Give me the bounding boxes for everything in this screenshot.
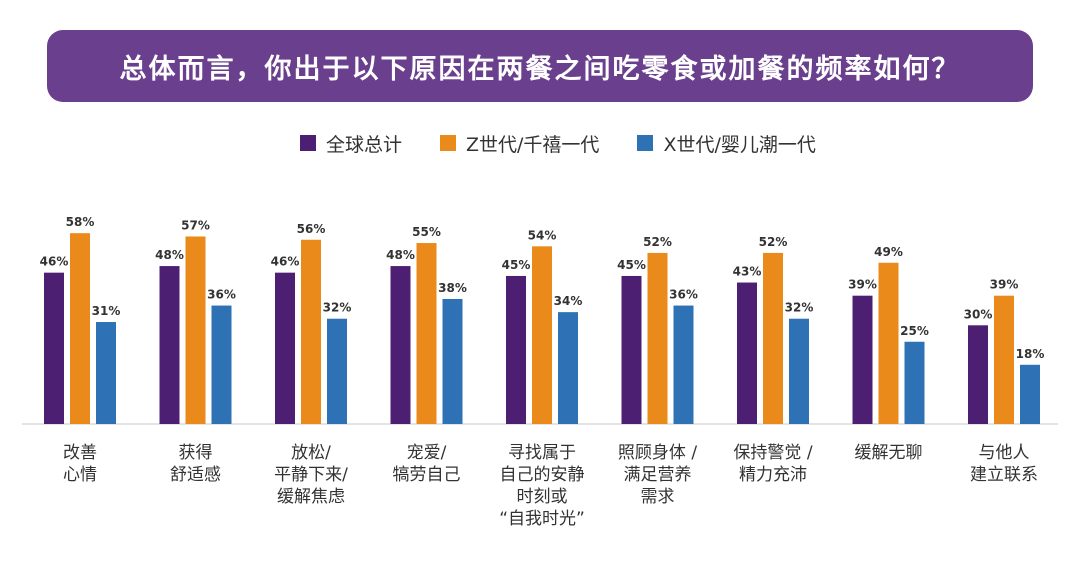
bar-genx-boomer-9 xyxy=(1020,364,1040,424)
value-label-genz-millennial-7: 52% xyxy=(759,235,788,249)
category-label-3: 放松/平静下来/缓解焦虑 xyxy=(274,443,348,507)
title-banner: 总体而言，你出于以下原因在两餐之间吃零食或加餐的频率如何？ xyxy=(47,30,1033,102)
value-label-global-4: 48% xyxy=(386,248,415,262)
value-label-global-7: 43% xyxy=(733,265,762,279)
legend-label-genx-boomer: X世代/婴儿潮一代 xyxy=(663,133,816,156)
value-label-genz-millennial-1: 58% xyxy=(66,215,95,229)
category-label-1: 改善心情 xyxy=(63,443,97,485)
value-label-global-9: 30% xyxy=(964,307,993,321)
bar-genx-boomer-5 xyxy=(558,312,578,424)
value-label-genz-millennial-8: 49% xyxy=(874,245,903,259)
value-label-genz-millennial-4: 55% xyxy=(412,225,441,239)
value-label-genx-boomer-1: 31% xyxy=(92,304,121,318)
bar-genz-millennial-6 xyxy=(647,252,668,424)
value-label-global-8: 39% xyxy=(848,278,877,292)
bar-genx-boomer-7 xyxy=(789,318,809,424)
value-label-genz-millennial-5: 54% xyxy=(528,228,557,242)
bar-global-6 xyxy=(621,275,642,424)
bar-genx-boomer-2 xyxy=(211,305,232,424)
value-label-genz-millennial-9: 39% xyxy=(990,278,1019,292)
value-label-genx-boomer-8: 25% xyxy=(900,324,929,338)
bar-global-3 xyxy=(275,272,295,424)
bar-global-9 xyxy=(968,325,988,424)
legend-item-genz-millennial: Z世代/千禧一代 xyxy=(440,130,599,157)
category-label-8: 缓解无聊 xyxy=(855,443,923,463)
value-label-genx-boomer-6: 36% xyxy=(669,288,698,302)
category-label-6: 照顾身体 /满足营养需求 xyxy=(618,443,697,507)
category-label-9: 与他人建立联系 xyxy=(970,443,1038,485)
value-label-global-1: 46% xyxy=(40,255,69,269)
legend-swatch-genz-millennial xyxy=(440,135,457,151)
value-label-genx-boomer-9: 18% xyxy=(1016,347,1045,361)
bar-global-2 xyxy=(159,266,180,424)
legend-item-genx-boomer: X世代/婴儿潮一代 xyxy=(637,130,816,157)
bar-global-1 xyxy=(44,272,64,424)
value-label-genx-boomer-2: 36% xyxy=(207,288,236,302)
legend-label-genz-millennial: Z世代/千禧一代 xyxy=(466,133,600,156)
category-label-4: 宠爱/犒劳自己 xyxy=(393,443,461,485)
bar-genz-millennial-2 xyxy=(185,236,206,424)
category-label-5: 寻找属于自己的安静时刻或“自我时光” xyxy=(499,443,585,529)
value-label-genx-boomer-3: 32% xyxy=(323,301,352,315)
value-label-genz-millennial-6: 52% xyxy=(643,235,672,249)
bar-genz-millennial-8 xyxy=(878,262,899,424)
legend: 全球总计 Z世代/千禧一代 X世代/婴儿潮一代 xyxy=(300,129,854,157)
bar-genx-boomer-3 xyxy=(327,318,347,424)
bar-global-8 xyxy=(852,295,873,424)
bar-genx-boomer-6 xyxy=(673,305,694,424)
bar-global-5 xyxy=(506,275,526,424)
legend-swatch-global xyxy=(300,135,316,151)
bar-genz-millennial-4 xyxy=(416,243,437,424)
bar-global-7 xyxy=(737,282,757,424)
category-label-7: 保持警觉 /精力充沛 xyxy=(733,443,812,485)
bar-genz-millennial-3 xyxy=(301,239,321,424)
legend-label-global: 全球总计 xyxy=(326,133,403,156)
bar-genz-millennial-7 xyxy=(763,252,783,424)
value-label-global-3: 46% xyxy=(271,255,300,269)
bar-genz-millennial-1 xyxy=(70,233,90,424)
legend-item-global: 全球总计 xyxy=(300,130,402,157)
value-label-global-2: 48% xyxy=(155,248,184,262)
value-label-genz-millennial-2: 57% xyxy=(181,218,210,232)
value-label-genx-boomer-7: 32% xyxy=(785,301,814,315)
value-label-genz-millennial-3: 56% xyxy=(297,222,326,236)
category-label-2: 获得舒适感 xyxy=(170,443,221,485)
bar-genx-boomer-1 xyxy=(96,322,116,424)
value-label-genx-boomer-5: 34% xyxy=(554,294,583,308)
legend-swatch-genx-boomer xyxy=(637,135,654,151)
bar-genz-millennial-9 xyxy=(994,295,1014,424)
value-label-genx-boomer-4: 38% xyxy=(438,281,467,295)
bar-genx-boomer-8 xyxy=(904,341,925,424)
bar-global-4 xyxy=(390,266,411,424)
bar-genx-boomer-4 xyxy=(442,298,463,424)
bar-genz-millennial-5 xyxy=(532,246,552,424)
chart-title: 总体而言，你出于以下原因在两餐之间吃零食或加餐的频率如何？ xyxy=(119,53,961,85)
value-label-global-6: 45% xyxy=(617,258,646,272)
value-label-global-5: 45% xyxy=(502,258,531,272)
